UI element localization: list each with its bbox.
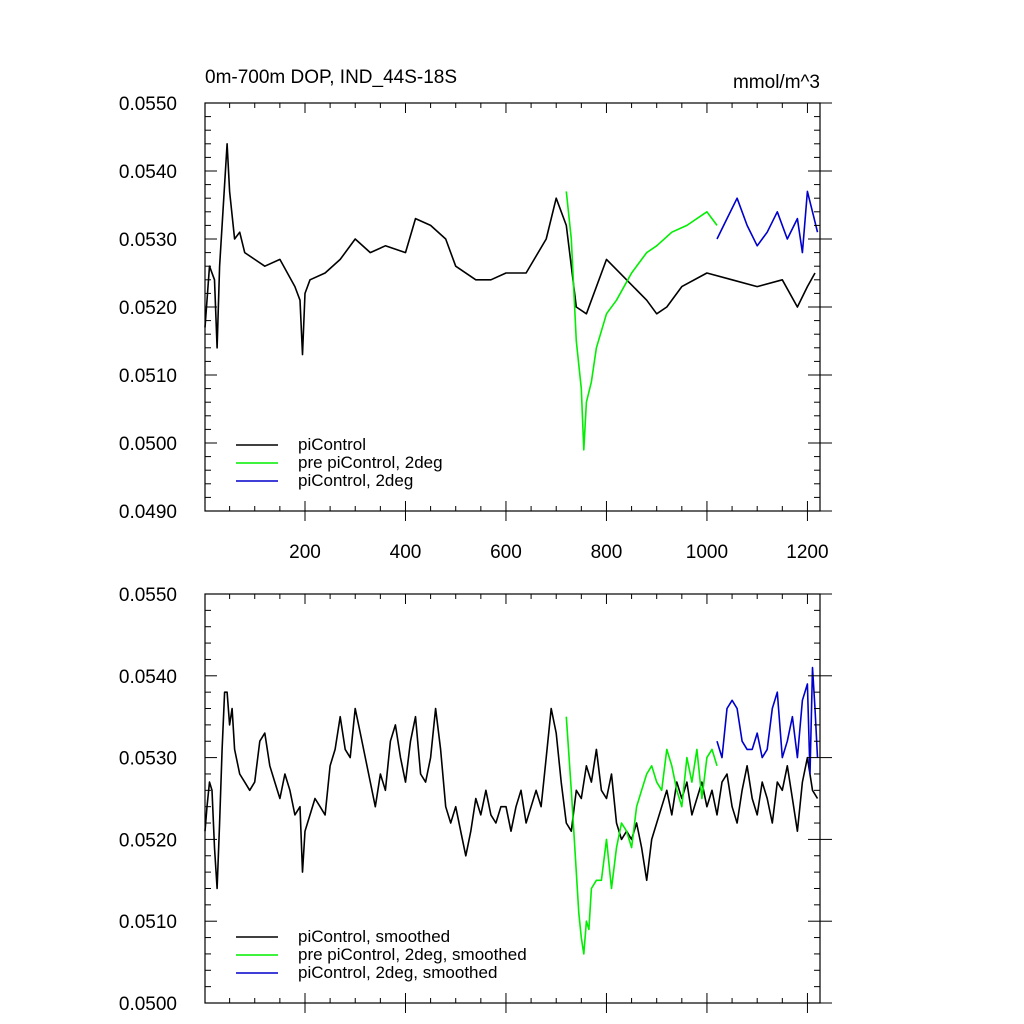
y-tick-label: 0.0500 [119,434,177,455]
top-axes: 200 400 600 800 1000 1200 0.0490 0.0500 0.0510 0.… [119,94,832,563]
x-tick-label: 800 [591,542,623,563]
y-tick-label: 0.0500 [119,994,177,1015]
y-tick-label: 0.0510 [119,912,177,933]
y-tick-label: 0.0550 [119,585,177,606]
y-tick-label: 0.0540 [119,667,177,688]
y-tick-label: 0.0540 [119,162,177,183]
plot-frame [204,593,821,1004]
legend-label: piControl, smoothed [298,927,450,946]
x-tick-label: 200 [289,542,321,563]
bottom-series-group [204,666,819,955]
series-line-1 [204,143,816,356]
series-line-1 [204,691,819,890]
units-label: mmol/m^3 [733,72,820,93]
legend-label: pre piControl, 2deg [298,453,443,472]
series-line-3 [716,190,819,254]
legend-label: piControl [298,435,366,454]
y-tick-label: 0.0490 [119,502,177,523]
series-line-2 [565,716,718,955]
y-tick-label: 0.0520 [119,830,177,851]
y-tick-label: 0.0550 [119,94,177,115]
x-tick-label: 600 [490,542,522,563]
top-series-group [204,143,819,451]
bottom-axes: 0.0500 0.0510 0.0520 0.0530 0.0540 0.0550 [119,585,832,1015]
top-chart-panel: 0m-700m DOP, IND_44S-18S mmol/m^3 200 400… [119,67,832,563]
x-tick-label: 1000 [686,542,728,563]
y-tick-label: 0.0530 [119,230,177,251]
series-line-2 [565,191,718,451]
bottom-chart-panel: 0.0500 0.0510 0.0520 0.0530 0.0540 0.0550 piC… [119,585,832,1015]
y-tick-label: 0.0530 [119,749,177,770]
legend-label: piControl, 2deg, smoothed [298,963,497,982]
x-tick-label: 400 [390,542,422,563]
x-tick-label: 1200 [786,542,828,563]
y-tick-label: 0.0510 [119,366,177,387]
chart-title: 0m-700m DOP, IND_44S-18S [205,67,457,88]
legend-label: piControl, 2deg [298,471,413,490]
y-tick-label: 0.0520 [119,298,177,319]
series-line-3 [716,666,819,775]
legend-label: pre piControl, 2deg, smoothed [298,945,527,964]
